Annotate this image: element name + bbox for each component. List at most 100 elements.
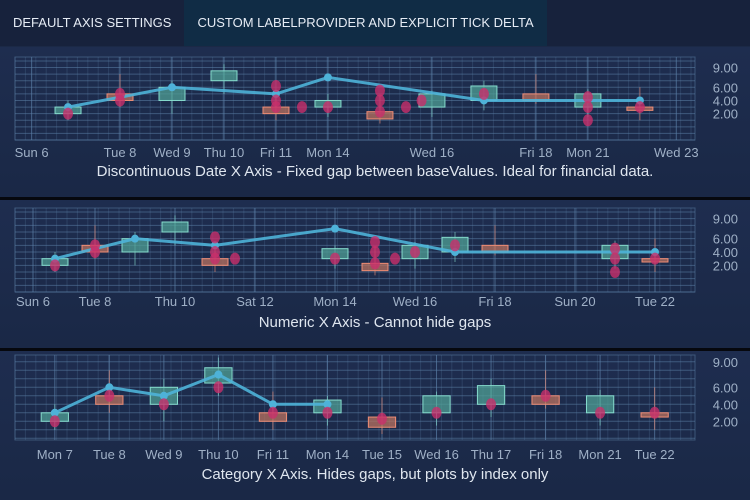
scatter-point (410, 246, 420, 258)
line-marker (323, 400, 332, 409)
x-tick-label: Wed 16 (393, 294, 438, 309)
y-tick-label: 4.00 (713, 93, 738, 108)
chart-category-axis[interactable]: Mon 7 Tue 8 Wed 9 Thu 10 Fri 11 Mon 14 Tue 15 W… (0, 351, 750, 500)
scatter-point (330, 252, 340, 265)
x-tick-label: Tue 8 (93, 447, 126, 462)
line-marker (323, 73, 332, 82)
x-tick-label: Fri 11 (260, 145, 292, 160)
plot-border (14, 56, 696, 141)
x-tick-label: Mon 21 (578, 447, 621, 462)
chart-panel-category: Mon 7 Tue 8 Wed 9 Thu 10 Fri 11 Mon 14 Tue 15 W… (0, 351, 750, 500)
y-tick-label: 9.00 (713, 212, 738, 227)
scatter-point (416, 94, 427, 107)
scatter-point (104, 389, 115, 402)
tab-custom-labelprovider[interactable]: CUSTOM LABELPROVIDER AND EXPLICIT TICK D… (184, 0, 547, 46)
x-tick-label: Tue 8 (104, 145, 137, 160)
scatter-point (582, 91, 593, 104)
scatter-point (210, 231, 220, 244)
line-marker (268, 400, 277, 409)
y-tick-label: 4.00 (713, 397, 738, 412)
line-marker (131, 234, 139, 243)
chart-panel-numeric: Sun 6 Tue 8 Thu 10 Sat 12 Mon 14 Wed 16 Fri 18… (0, 200, 750, 348)
scatter-point (595, 406, 606, 419)
scatter-point (296, 101, 307, 114)
scatter-point (50, 259, 60, 272)
x-tick-label: Thu 10 (198, 447, 238, 462)
chart-discontinuous-date-axis[interactable]: Sun 6 Tue 8 Wed 9 Thu 10 Fri 11 Mon 14 Wed 16 F… (0, 47, 750, 197)
scatter-point (376, 412, 387, 425)
scatter-point (270, 101, 281, 114)
x-tick-label: Tue 22 (635, 294, 675, 309)
x-tick-label: Thu 10 (155, 294, 195, 309)
x-tick-label: Sat 12 (236, 294, 274, 309)
chart-numeric-axis[interactable]: Sun 6 Tue 8 Thu 10 Sat 12 Mon 14 Wed 16 Fri 18… (0, 200, 750, 348)
scatter-point (650, 252, 660, 265)
scatter-point (374, 94, 385, 107)
candle (161, 221, 189, 233)
scatter-point (431, 406, 442, 419)
x-tick-label: Mon 14 (313, 294, 356, 309)
x-tick-label: Sun 20 (554, 294, 595, 309)
x-tick-label: Fri 18 (529, 447, 562, 462)
scatter-point (450, 239, 460, 252)
scatter-point (230, 252, 240, 265)
line-marker (168, 83, 177, 92)
x-tick-label: Tue 8 (79, 294, 112, 309)
x-tick-label: Sun 6 (16, 294, 50, 309)
scatter-point (90, 239, 100, 252)
line-series (67, 75, 640, 109)
y-tick-label: 6.00 (713, 232, 738, 247)
scatter-point (63, 107, 74, 120)
plot-border (14, 354, 696, 441)
scatter-point (400, 101, 411, 114)
x-tick-label: Mon 21 (566, 145, 609, 160)
scatter-point (370, 246, 380, 258)
scatter-point (582, 101, 593, 114)
candle (210, 70, 238, 82)
plot-border (14, 207, 696, 293)
line-marker (50, 408, 59, 417)
x-tick-label: Fri 18 (519, 145, 552, 160)
y-tick-label: 2.00 (713, 414, 738, 429)
x-tick-label: Tue 22 (635, 447, 675, 462)
x-tick-label: Mon 14 (306, 145, 349, 160)
scatter-point (374, 84, 385, 97)
chart-panel-discontinuous: Sun 6 Tue 8 Wed 9 Thu 10 Fri 11 Mon 14 Wed 16 F… (0, 47, 750, 197)
x-tick-label: Wed 9 (145, 447, 182, 462)
x-tick-label: Thu 10 (204, 145, 244, 160)
tab-default-axis-settings[interactable]: DEFAULT AXIS SETTINGS (13, 15, 172, 30)
y-tick-label: 6.00 (713, 80, 738, 95)
x-tick-label: Wed 9 (153, 145, 190, 160)
x-tick-label: Tue 15 (362, 447, 402, 462)
y-tick-label: 4.00 (713, 245, 738, 260)
scatter-point (158, 398, 169, 411)
chart-title: Numeric X Axis - Cannot hide gaps (258, 314, 492, 331)
y-tick-label: 9.00 (713, 355, 738, 370)
scatter-point (540, 389, 551, 402)
divider (0, 197, 750, 200)
x-tick-label: Fri 18 (478, 294, 511, 309)
line-marker (214, 370, 223, 379)
scatter-point (582, 114, 593, 127)
x-tick-label: Fri 11 (257, 447, 289, 462)
scatter-point (610, 252, 620, 265)
line-series (54, 227, 655, 261)
line-series (54, 372, 328, 415)
scatter-point (390, 252, 400, 265)
scatter-point (610, 266, 620, 278)
scatter-point (370, 236, 380, 248)
divider (0, 348, 750, 351)
scatter-point (270, 79, 281, 92)
x-tick-label: Wed 16 (410, 145, 455, 160)
y-tick-label: 6.00 (713, 380, 738, 395)
scatter-point (649, 406, 660, 419)
line-marker (159, 391, 168, 400)
y-tick-label: 2.00 (713, 107, 738, 122)
tab-bar: DEFAULT AXIS SETTINGS CUSTOM LABELPROVID… (0, 0, 750, 46)
scatter-point (49, 415, 60, 428)
scatter-point (610, 242, 620, 255)
scatter-point (634, 101, 645, 114)
scatter-point (213, 381, 224, 394)
scatter-point (267, 406, 278, 419)
x-tick-label: Thu 17 (471, 447, 511, 462)
